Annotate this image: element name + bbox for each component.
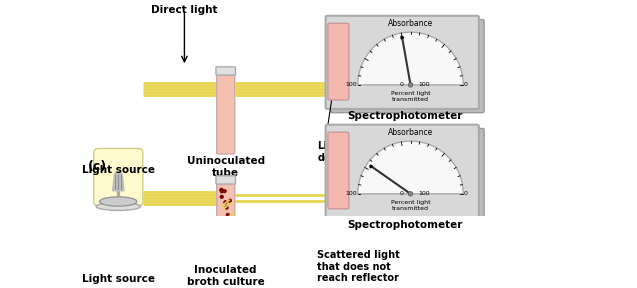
Circle shape (227, 239, 231, 243)
Circle shape (221, 241, 225, 245)
FancyBboxPatch shape (331, 128, 484, 221)
FancyBboxPatch shape (328, 23, 349, 100)
Text: 0: 0 (464, 82, 468, 87)
FancyBboxPatch shape (328, 132, 349, 209)
Circle shape (221, 243, 224, 247)
FancyBboxPatch shape (326, 16, 479, 109)
Text: Direct light: Direct light (151, 5, 218, 14)
Text: 100: 100 (345, 191, 357, 196)
FancyBboxPatch shape (217, 68, 235, 154)
Circle shape (221, 219, 225, 223)
Circle shape (220, 188, 224, 192)
Text: Uninoculated
tube: Uninoculated tube (187, 156, 265, 178)
Text: Absorbance: Absorbance (388, 128, 433, 137)
Circle shape (408, 192, 413, 196)
FancyBboxPatch shape (216, 67, 236, 75)
Circle shape (225, 242, 229, 246)
Ellipse shape (100, 197, 137, 206)
Text: Percent light
transmitted: Percent light transmitted (390, 91, 431, 102)
Wedge shape (358, 32, 463, 85)
Circle shape (223, 189, 227, 193)
Ellipse shape (96, 202, 140, 211)
Circle shape (225, 206, 229, 209)
Circle shape (222, 229, 225, 232)
Text: Light source: Light source (82, 165, 155, 175)
Circle shape (408, 83, 413, 87)
Circle shape (222, 218, 226, 222)
Wedge shape (358, 141, 463, 194)
Circle shape (228, 199, 232, 203)
Text: (c): (c) (89, 160, 108, 173)
Circle shape (220, 190, 224, 193)
Circle shape (224, 200, 227, 204)
FancyBboxPatch shape (94, 257, 143, 288)
Text: Absorbance: Absorbance (388, 19, 433, 28)
Text: 100: 100 (418, 82, 430, 87)
Text: Light source: Light source (82, 274, 155, 284)
FancyBboxPatch shape (217, 177, 235, 263)
Text: 0: 0 (399, 191, 403, 196)
Circle shape (226, 213, 230, 217)
Circle shape (225, 250, 229, 254)
Text: Spectrophotometer: Spectrophotometer (347, 220, 462, 230)
FancyBboxPatch shape (94, 149, 143, 206)
Text: 0: 0 (464, 191, 468, 196)
Circle shape (225, 244, 229, 248)
Text: Spectrophotometer: Spectrophotometer (347, 111, 462, 121)
Text: 0: 0 (399, 82, 403, 87)
Text: Scattered light
that does not
reach reflector: Scattered light that does not reach refl… (317, 250, 400, 283)
Polygon shape (113, 173, 124, 191)
FancyBboxPatch shape (331, 20, 484, 113)
FancyBboxPatch shape (326, 125, 479, 218)
Circle shape (225, 224, 229, 228)
Polygon shape (113, 282, 124, 288)
Circle shape (220, 195, 224, 199)
FancyBboxPatch shape (216, 176, 236, 184)
Circle shape (222, 247, 226, 251)
Text: Inoculated
broth culture: Inoculated broth culture (187, 265, 264, 287)
Circle shape (223, 234, 227, 238)
Text: 100: 100 (345, 82, 357, 87)
Text: Light-sensitive
detector: Light-sensitive detector (317, 141, 399, 163)
Text: 100: 100 (418, 191, 430, 196)
Text: Percent light
transmitted: Percent light transmitted (390, 200, 431, 211)
